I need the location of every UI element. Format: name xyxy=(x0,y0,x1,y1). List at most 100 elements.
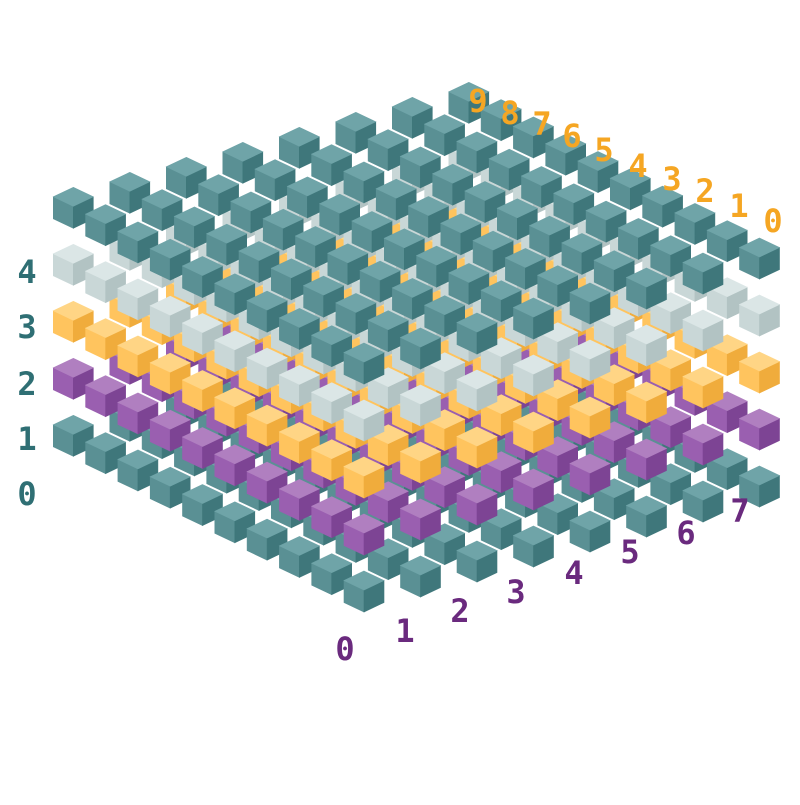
cube-l2-r1-c1 xyxy=(367,424,409,467)
col-label-9: 9 xyxy=(468,82,487,120)
cube-l4-r3-c8 xyxy=(254,159,296,202)
layer-label-3: 3 xyxy=(17,308,36,346)
cube-l2-r7-c0 xyxy=(738,351,781,394)
cube-l4-r6-c3 xyxy=(585,200,627,243)
cube-l4-r4-c0 xyxy=(569,282,611,325)
cube-l3-r0-c7 xyxy=(117,278,159,321)
cube-l0-r0-c0 xyxy=(343,570,385,613)
cube-l2-r0-c0 xyxy=(343,456,385,499)
cube-l3-r5-c0 xyxy=(625,324,668,367)
cube-l2-r3-c0 xyxy=(512,411,555,454)
cube-l4-r7-c0 xyxy=(738,237,781,280)
row-label-2: 2 xyxy=(450,592,469,630)
cube-l4-r7-c7 xyxy=(512,116,555,159)
cube-l4-r3-c0 xyxy=(512,297,555,340)
cube-l1-r4-c0 xyxy=(569,453,611,496)
row-label-1: 1 xyxy=(395,612,414,650)
cube-l4-r1-c4 xyxy=(270,258,312,301)
row-label-6: 6 xyxy=(676,514,695,552)
cube-l2-r0-c8 xyxy=(84,318,127,361)
row-label-5: 5 xyxy=(620,533,639,571)
cube-l3-r7-c0 xyxy=(738,294,781,337)
cube-l4-r1-c5 xyxy=(238,241,280,283)
layer-label-1: 1 xyxy=(17,420,36,458)
cube-l1-r0-c2 xyxy=(278,479,321,521)
cube-l2-r4-c0 xyxy=(569,396,611,439)
cube-l0-r0-c8 xyxy=(84,432,127,475)
cube-l4-r2-c0 xyxy=(456,312,498,355)
cube-l3-r0-c1 xyxy=(311,382,353,425)
cube-l0-r0-c3 xyxy=(246,518,288,561)
cube-l4-r1-c0 xyxy=(399,327,442,370)
col-label-3: 3 xyxy=(662,160,681,198)
row-label-4: 4 xyxy=(564,554,583,592)
cube-l4-r5-c6 xyxy=(432,163,474,206)
cube-l1-r5-c0 xyxy=(625,438,668,481)
cube-l4-r7-c2 xyxy=(674,203,716,245)
cube-l4-r2-c9 xyxy=(165,156,207,199)
cube-l4-r1-c2 xyxy=(335,293,377,335)
col-label-8: 8 xyxy=(500,94,519,132)
col-label-2: 2 xyxy=(695,172,714,210)
cube-l1-r3-c0 xyxy=(512,468,555,511)
layer-label-0: 0 xyxy=(17,475,36,513)
cube-l4-r4-c5 xyxy=(407,196,450,238)
cube-l2-r1-c0 xyxy=(399,441,442,484)
cube-l0-r0-c5 xyxy=(181,484,224,526)
cube-l3-r0-c3 xyxy=(246,347,288,390)
cube-l0-r2-c0 xyxy=(456,540,498,583)
cube-l2-r0-c5 xyxy=(181,370,224,412)
cube-l4-r7-c8 xyxy=(480,99,522,142)
row-label-7: 7 xyxy=(730,492,749,530)
cube-l3-r6-c0 xyxy=(682,309,724,352)
cube-l3-r1-c0 xyxy=(399,384,442,427)
cube-l4-r5-c1 xyxy=(593,250,635,293)
cube-l0-r2-c1 xyxy=(424,523,466,566)
cube-l4-r1-c1 xyxy=(367,310,409,353)
cube-l4-r3-c3 xyxy=(415,245,458,288)
cube-l4-r6-c1 xyxy=(650,235,692,278)
cube-l4-r4-c8 xyxy=(310,144,353,187)
cube-l4-r6-c0 xyxy=(682,252,724,295)
cube-l0-r7-c0 xyxy=(738,465,781,508)
cube-l2-r5-c0 xyxy=(625,381,668,424)
cube-l4-r6-c6 xyxy=(488,148,530,191)
cube-l4-r4-c2 xyxy=(504,248,547,290)
cube-l2-r2-c0 xyxy=(456,426,498,469)
cube-l1-r0-c0 xyxy=(343,513,385,556)
cube-l1-r2-c0 xyxy=(456,483,498,526)
cube-l4-r2-c3 xyxy=(359,260,401,303)
cube-l2-r6-c0 xyxy=(682,366,724,409)
layer-label-4: 4 xyxy=(17,253,36,291)
layer-label-2: 2 xyxy=(17,365,36,403)
cube-l2-r5-c1 xyxy=(593,364,635,407)
cube-l3-r0-c4 xyxy=(214,330,256,373)
cube-l4-r3-c7 xyxy=(286,176,329,219)
cube-l4-r6-c8 xyxy=(423,114,466,157)
cube-l0-r1-c0 xyxy=(399,555,442,598)
cube-l1-r6-c0 xyxy=(682,423,724,466)
cube-l2-r0-c1 xyxy=(311,439,353,482)
cube-l4-r2-c5 xyxy=(294,226,337,268)
col-label-7: 7 xyxy=(532,105,551,143)
cube-l0-r6-c0 xyxy=(682,480,724,523)
col-label-6: 6 xyxy=(562,117,581,155)
col-label-1: 1 xyxy=(729,187,748,225)
row-label-0: 0 xyxy=(335,630,354,668)
cube-l4-r0-c4 xyxy=(214,273,256,316)
cube-l0-r7-c1 xyxy=(706,448,748,491)
cube-l0-r4-c0 xyxy=(569,510,611,553)
cube-l1-r1-c0 xyxy=(399,498,442,541)
cube-l0-r5-c0 xyxy=(625,495,668,538)
cube-l4-r0-c1 xyxy=(311,325,353,368)
row-label-3: 3 xyxy=(506,573,525,611)
cube-l4-r5-c0 xyxy=(625,267,668,310)
cube-l4-r5-c4 xyxy=(496,198,538,241)
cube-l4-r4-c1 xyxy=(537,265,579,308)
cube-l3-r0-c9 xyxy=(52,243,94,286)
col-label-4: 4 xyxy=(628,147,647,185)
cube-l2-r0-c3 xyxy=(246,404,288,447)
cube-l4-r2-c7 xyxy=(230,191,272,234)
